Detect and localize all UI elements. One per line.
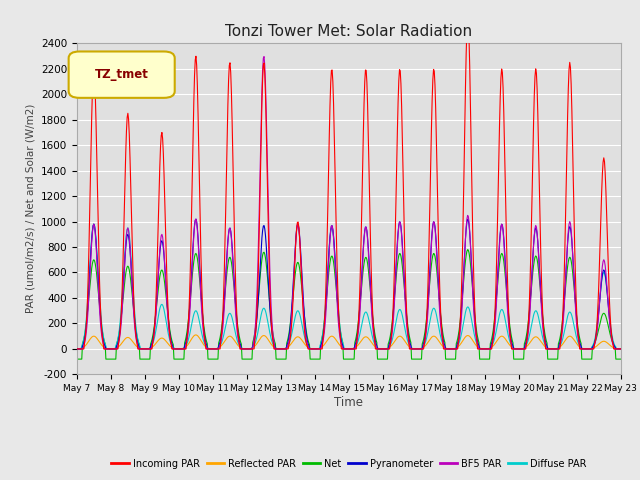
Title: Tonzi Tower Met: Solar Radiation: Tonzi Tower Met: Solar Radiation — [225, 24, 472, 39]
X-axis label: Time: Time — [334, 396, 364, 409]
Legend: Incoming PAR, Reflected PAR, Net, Pyranometer, BF5 PAR, Diffuse PAR: Incoming PAR, Reflected PAR, Net, Pyrano… — [111, 459, 586, 469]
Text: TZ_tmet: TZ_tmet — [95, 68, 148, 81]
Y-axis label: PAR (umol/m2/s) / Net and Solar (W/m2): PAR (umol/m2/s) / Net and Solar (W/m2) — [25, 104, 35, 313]
FancyBboxPatch shape — [68, 51, 175, 98]
